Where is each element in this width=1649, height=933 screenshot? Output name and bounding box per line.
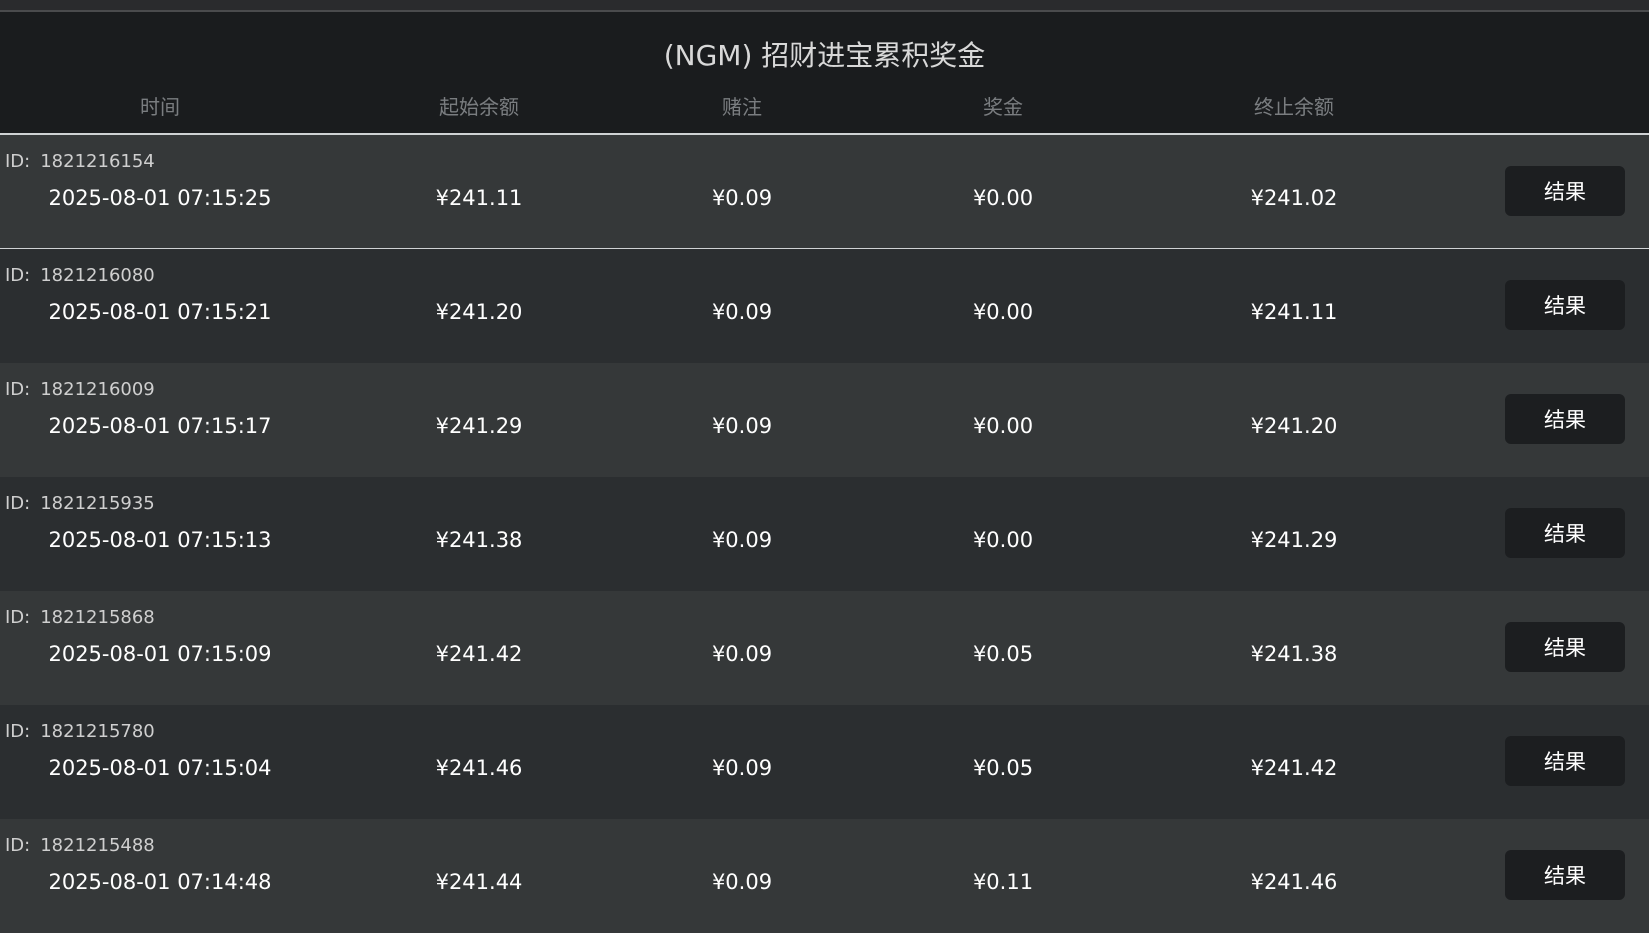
cell-start-balance: ¥241.42 xyxy=(435,642,523,666)
table-row[interactable]: ID: 1821216080 2025-08-01 07:15:21 ¥241.2… xyxy=(0,249,1649,363)
id-label: ID: xyxy=(5,265,31,286)
id-label: ID: xyxy=(5,607,31,628)
cell-bet: ¥0.09 xyxy=(711,300,773,324)
cell-start-balance: ¥241.20 xyxy=(435,300,523,324)
record-id-value: 1821216080 xyxy=(40,265,155,286)
cell-bet: ¥0.09 xyxy=(711,186,773,210)
table-row[interactable]: ID: 1821216009 2025-08-01 07:15:17 ¥241.2… xyxy=(0,363,1649,477)
cell-time: 2025-08-01 07:15:21 xyxy=(48,300,272,324)
record-id-value: 1821215935 xyxy=(40,493,155,514)
cell-prize: ¥0.00 xyxy=(972,414,1034,438)
cell-start-balance: ¥241.46 xyxy=(435,756,523,780)
cell-end-balance: ¥241.29 xyxy=(1250,528,1338,552)
cell-start-balance: ¥241.29 xyxy=(435,414,523,438)
record-id-value: 1821215488 xyxy=(40,835,155,856)
cell-end-balance: ¥241.38 xyxy=(1250,642,1338,666)
cell-prize: ¥0.05 xyxy=(972,642,1034,666)
id-label: ID: xyxy=(5,835,31,856)
record-id-value: 1821216154 xyxy=(40,151,155,172)
record-id: ID: 1821216080 xyxy=(5,265,155,286)
cell-time: 2025-08-01 07:15:13 xyxy=(48,528,272,552)
column-header-end-balance: 终止余额 xyxy=(1254,95,1334,119)
table-row[interactable]: ID: 1821215488 2025-08-01 07:14:48 ¥241.4… xyxy=(0,819,1649,933)
column-header-bet: 赌注 xyxy=(722,95,762,119)
history-list: ID: 1821216154 2025-08-01 07:15:25 ¥241.1… xyxy=(0,135,1649,933)
cell-time: 2025-08-01 07:15:25 xyxy=(48,186,272,210)
cell-start-balance: ¥241.11 xyxy=(435,186,523,210)
cell-bet: ¥0.09 xyxy=(711,870,773,894)
cell-time: 2025-08-01 07:15:09 xyxy=(48,642,272,666)
result-button[interactable]: 结果 xyxy=(1505,508,1625,558)
table-row[interactable]: ID: 1821215868 2025-08-01 07:15:09 ¥241.4… xyxy=(0,591,1649,705)
table-row[interactable]: ID: 1821216154 2025-08-01 07:15:25 ¥241.1… xyxy=(0,135,1649,249)
column-header-time: 时间 xyxy=(140,95,180,119)
cell-prize: ¥0.00 xyxy=(972,186,1034,210)
cell-bet: ¥0.09 xyxy=(711,756,773,780)
result-button[interactable]: 结果 xyxy=(1505,166,1625,216)
record-id: ID: 1821216154 xyxy=(5,151,155,172)
result-button[interactable]: 结果 xyxy=(1505,850,1625,900)
cell-bet: ¥0.09 xyxy=(711,414,773,438)
page-title: (NGM) 招财进宝累积奖金 xyxy=(663,39,986,72)
record-id: ID: 1821216009 xyxy=(5,379,155,400)
cell-prize: ¥0.05 xyxy=(972,756,1034,780)
cell-end-balance: ¥241.02 xyxy=(1250,186,1338,210)
record-id: ID: 1821215488 xyxy=(5,835,155,856)
column-header-start-balance: 起始余额 xyxy=(439,95,519,119)
cell-end-balance: ¥241.46 xyxy=(1250,870,1338,894)
id-label: ID: xyxy=(5,493,31,514)
result-button[interactable]: 结果 xyxy=(1505,394,1625,444)
record-id: ID: 1821215935 xyxy=(5,493,155,514)
top-bar xyxy=(0,0,1649,12)
cell-prize: ¥0.00 xyxy=(972,300,1034,324)
cell-end-balance: ¥241.42 xyxy=(1250,756,1338,780)
cell-end-balance: ¥241.11 xyxy=(1250,300,1338,324)
table-row[interactable]: ID: 1821215935 2025-08-01 07:15:13 ¥241.3… xyxy=(0,477,1649,591)
record-id: ID: 1821215868 xyxy=(5,607,155,628)
record-id-value: 1821215868 xyxy=(40,607,155,628)
cell-end-balance: ¥241.20 xyxy=(1250,414,1338,438)
result-button[interactable]: 结果 xyxy=(1505,622,1625,672)
id-label: ID: xyxy=(5,151,31,172)
id-label: ID: xyxy=(5,721,31,742)
cell-time: 2025-08-01 07:14:48 xyxy=(48,870,272,894)
result-button[interactable]: 结果 xyxy=(1505,736,1625,786)
cell-start-balance: ¥241.38 xyxy=(435,528,523,552)
id-label: ID: xyxy=(5,379,31,400)
cell-time: 2025-08-01 07:15:04 xyxy=(48,756,272,780)
cell-bet: ¥0.09 xyxy=(711,528,773,552)
table-header: (NGM) 招财进宝累积奖金 时间 起始余额 赌注 奖金 终止余额 xyxy=(0,12,1649,135)
cell-prize: ¥0.11 xyxy=(972,870,1034,894)
record-id-value: 1821216009 xyxy=(40,379,155,400)
result-button[interactable]: 结果 xyxy=(1505,280,1625,330)
cell-prize: ¥0.00 xyxy=(972,528,1034,552)
cell-start-balance: ¥241.44 xyxy=(435,870,523,894)
column-header-prize: 奖金 xyxy=(983,95,1023,119)
record-id: ID: 1821215780 xyxy=(5,721,155,742)
cell-time: 2025-08-01 07:15:17 xyxy=(48,414,272,438)
cell-bet: ¥0.09 xyxy=(711,642,773,666)
record-id-value: 1821215780 xyxy=(40,721,155,742)
table-row[interactable]: ID: 1821215780 2025-08-01 07:15:04 ¥241.4… xyxy=(0,705,1649,819)
